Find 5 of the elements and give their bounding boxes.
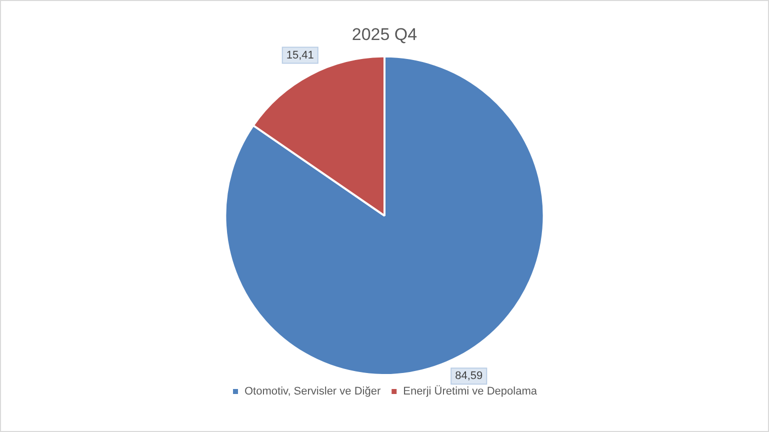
data-label: 84,59 — [455, 370, 483, 382]
legend-label: Enerji Üretimi ve Depolama — [403, 384, 538, 398]
legend-label: Otomotiv, Servisler ve Diğer — [244, 386, 381, 398]
chart-title: 2025 Q4 — [352, 24, 418, 44]
data-label: 15,41 — [286, 49, 314, 62]
